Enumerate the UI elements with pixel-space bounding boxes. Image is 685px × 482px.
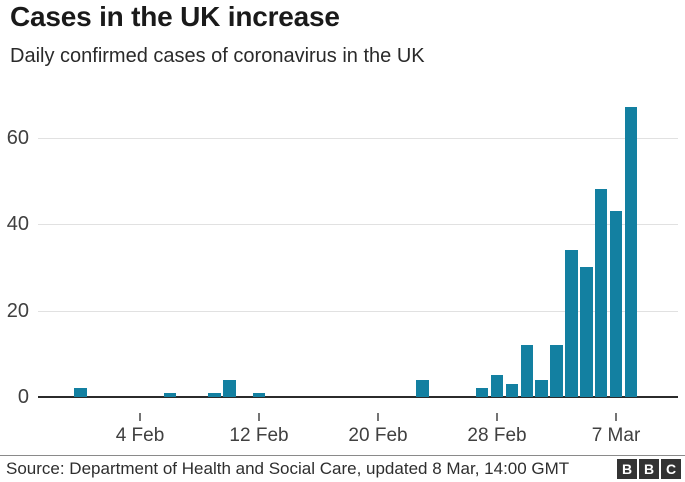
y-axis-label: 0 — [17, 386, 29, 408]
gridline-60 — [38, 137, 678, 139]
x-tick-7-mar — [615, 413, 617, 421]
bar-1-mar — [520, 345, 533, 397]
bar-5-mar — [580, 267, 593, 397]
gridline-20 — [38, 310, 678, 312]
bar-2-mar — [535, 379, 548, 397]
y-axis-label: 60 — [6, 126, 29, 149]
x-axis-label: 28 Feb — [467, 425, 527, 446]
bar-9-feb — [208, 392, 221, 397]
x-tick-28-feb — [496, 413, 498, 421]
bar-7-mar — [609, 211, 623, 397]
bar-10-feb — [223, 379, 236, 397]
x-axis-label: 20 Feb — [348, 425, 408, 446]
footer: Source: Department of Health and Social … — [0, 455, 685, 482]
bar-23-feb — [416, 379, 429, 397]
bbc-logo-block-b2: B — [639, 459, 659, 479]
bar-6-feb — [163, 392, 176, 397]
chart-subtitle: Daily confirmed cases of coronavirus in … — [10, 45, 425, 67]
bbc-logo-block-b1: B — [617, 459, 637, 479]
y-axis-label: 20 — [6, 299, 29, 322]
bbc-logo: B B C — [617, 459, 681, 479]
bar-6-mar — [594, 189, 608, 397]
chart-title: Cases in the UK increase — [10, 1, 340, 32]
gridline-40 — [38, 224, 678, 225]
x-axis-line — [38, 396, 678, 398]
bar-8-mar — [624, 107, 638, 397]
bar-27-feb — [475, 388, 489, 397]
bar-3-mar — [550, 345, 563, 397]
bbc-logo-block-c: C — [661, 459, 681, 479]
x-tick-12-feb — [258, 413, 260, 421]
bar-4-mar — [565, 249, 578, 397]
bar-29-feb — [505, 384, 519, 397]
y-axis-label: 40 — [6, 213, 29, 235]
x-axis-label: 12 Feb — [229, 425, 289, 446]
x-axis-label: 7 Mar — [591, 425, 641, 446]
bar-31-jan — [74, 388, 87, 397]
x-axis-label: 4 Feb — [115, 425, 165, 446]
bar-chart: 0 20 40 60 4 Feb 12 Feb 20 Feb 28 Feb 7 Mar — [0, 95, 685, 455]
bar-28-feb — [490, 375, 504, 397]
x-tick-4-feb — [139, 413, 141, 421]
source-note: Source: Department of Health and Social … — [6, 459, 570, 478]
x-tick-20-feb — [377, 413, 379, 421]
bar-12-feb — [252, 392, 266, 397]
